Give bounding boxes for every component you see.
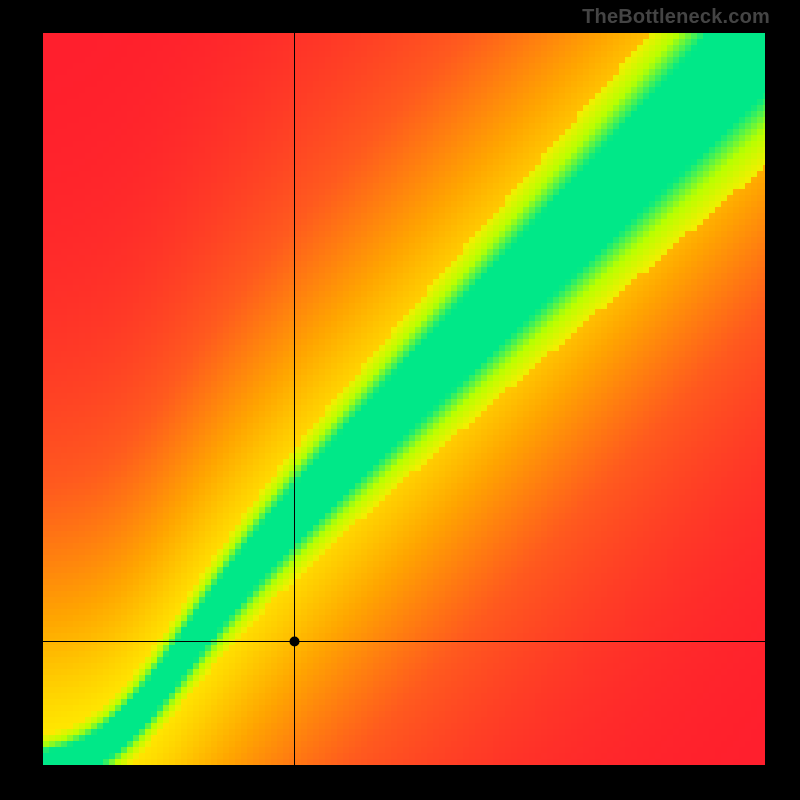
heatmap-canvas: [43, 33, 765, 765]
watermark-text: TheBottleneck.com: [582, 6, 770, 29]
heatmap-plot-area: [43, 33, 765, 765]
